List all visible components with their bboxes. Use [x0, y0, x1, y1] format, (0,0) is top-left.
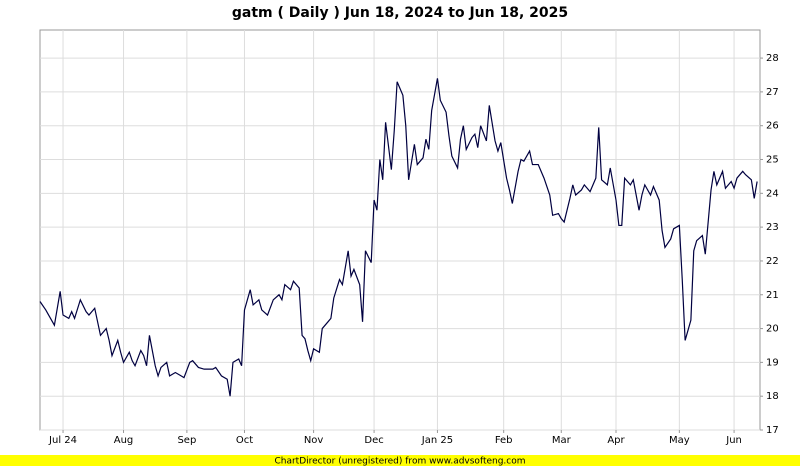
chart-title: gatm ( Daily ) Jun 18, 2024 to Jun 18, 2… — [232, 5, 568, 21]
x-tick-label: Sep — [177, 435, 196, 446]
x-tick-label: Mar — [552, 435, 572, 446]
footer-bar — [0, 455, 800, 466]
y-tick-label: 26 — [766, 121, 779, 132]
x-tick-label: Jul 24 — [48, 435, 77, 446]
x-tick-label: May — [669, 435, 690, 446]
plot-area — [39, 29, 761, 431]
x-tick-label: Oct — [236, 435, 253, 446]
y-tick-label: 20 — [766, 324, 779, 335]
y-tick-label: 27 — [766, 87, 779, 98]
x-tick-label: Apr — [607, 435, 625, 446]
footer: ChartDirector (unregistered) from www.ad… — [274, 457, 525, 466]
x-tick-label: Nov — [304, 435, 324, 446]
x-tick-label: Jun — [725, 435, 742, 446]
x-tick-label: Jan 25 — [421, 435, 453, 446]
y-tick-label: 22 — [766, 256, 779, 267]
y-tick-label: 25 — [766, 155, 779, 166]
x-tick-label: Dec — [364, 435, 383, 446]
x-tick-label: Feb — [495, 435, 513, 446]
y-tick-label: 24 — [766, 188, 779, 199]
price-line — [39, 78, 758, 397]
y-tick-label: 17 — [766, 425, 779, 436]
y-tick-label: 19 — [766, 357, 779, 368]
y-tick-label: 21 — [766, 290, 779, 301]
y-tick-label: 18 — [766, 391, 779, 402]
y-tick-label: 23 — [766, 222, 779, 233]
x-tick-label: Aug — [114, 435, 134, 446]
y-tick-label: 28 — [766, 53, 779, 64]
